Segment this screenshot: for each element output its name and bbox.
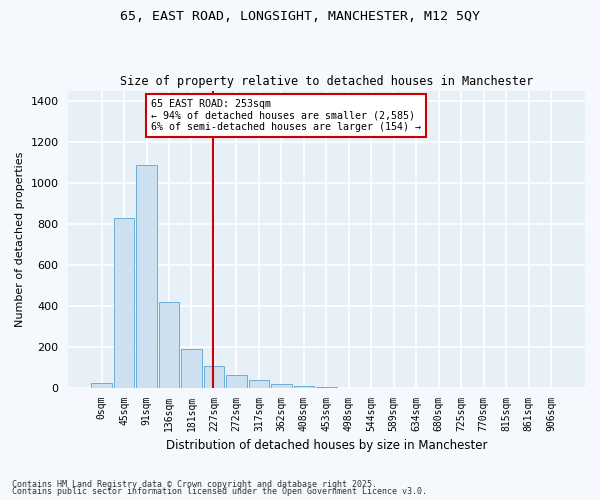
Bar (158, 302, 179, 388)
Bar (181, 350, 202, 389)
Text: 65, EAST ROAD, LONGSIGHT, MANCHESTER, M12 5QY: 65, EAST ROAD, LONGSIGHT, MANCHESTER, M1… (120, 10, 480, 23)
Bar (91, 383, 112, 388)
X-axis label: Distribution of detached houses by size in Manchester: Distribution of detached houses by size … (166, 440, 487, 452)
Text: Contains HM Land Registry data © Crown copyright and database right 2025.: Contains HM Land Registry data © Crown c… (12, 480, 377, 489)
Title: Size of property relative to detached houses in Manchester: Size of property relative to detached ho… (120, 76, 533, 88)
Bar (293, 386, 314, 388)
Bar (248, 380, 269, 388)
Bar (136, 165, 157, 388)
Y-axis label: Number of detached properties: Number of detached properties (15, 152, 25, 328)
Bar (114, 218, 134, 388)
Text: Contains public sector information licensed under the Open Government Licence v3: Contains public sector information licen… (12, 488, 427, 496)
Bar (226, 375, 247, 388)
Bar (271, 384, 292, 388)
Text: 65 EAST ROAD: 253sqm
← 94% of detached houses are smaller (2,585)
6% of semi-det: 65 EAST ROAD: 253sqm ← 94% of detached h… (151, 100, 421, 132)
Bar (203, 366, 224, 388)
